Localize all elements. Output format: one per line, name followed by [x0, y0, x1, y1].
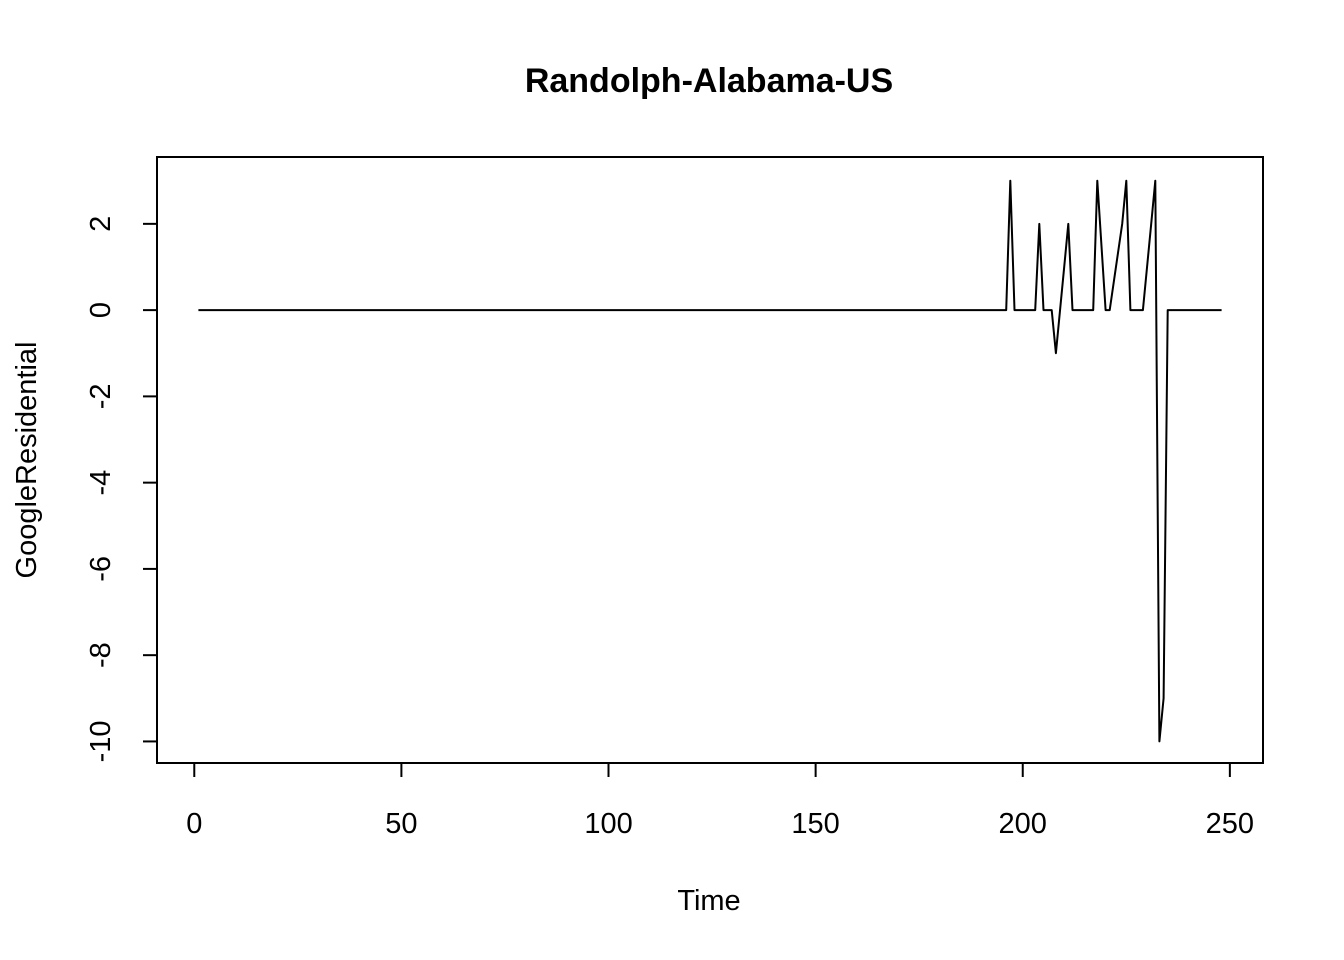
chart-title: Randolph-Alabama-US — [525, 62, 893, 100]
x-tick-label: 150 — [791, 808, 839, 840]
x-tick-label: 50 — [385, 808, 417, 840]
y-tick-label: 0 — [85, 302, 117, 318]
y-axis-label: GoogleResidential — [11, 342, 43, 579]
x-tick-label: 0 — [186, 808, 202, 840]
y-axis: -10 -8 -6 -4 -2 0 2 — [85, 216, 158, 762]
series-line — [198, 179, 1222, 743]
y-tick-label: -8 — [85, 642, 117, 668]
y-tick-label: 2 — [85, 216, 117, 232]
x-axis-label: Time — [677, 885, 740, 917]
x-tick-label: 100 — [584, 808, 632, 840]
y-tick-label: -4 — [85, 470, 117, 496]
x-tick-label: 250 — [1206, 808, 1254, 840]
x-tick-label: 200 — [999, 808, 1047, 840]
y-tick-label: -2 — [85, 383, 117, 409]
x-axis: 0 50 100 150 200 250 — [186, 762, 1254, 840]
y-tick-label: -10 — [85, 720, 117, 762]
plot-area-border — [156, 156, 1264, 764]
y-tick-label: -6 — [85, 556, 117, 582]
